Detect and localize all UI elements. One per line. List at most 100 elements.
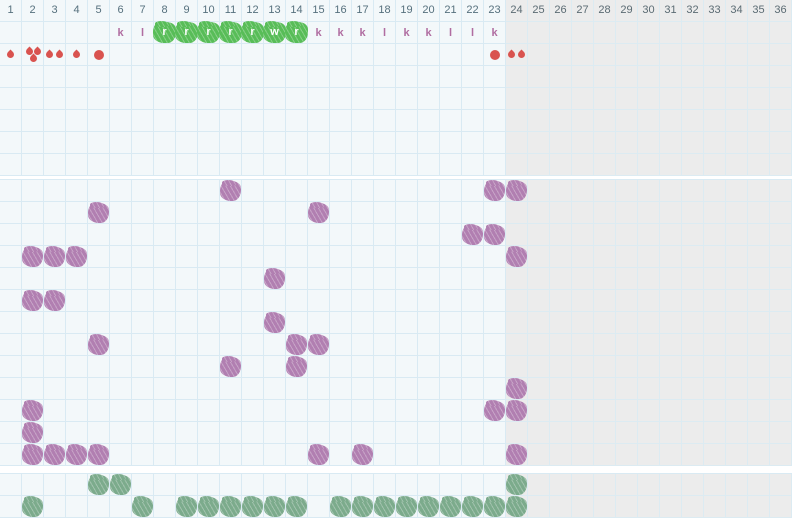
flow-cell[interactable] [110, 44, 132, 66]
symptom-cell[interactable] [198, 224, 220, 246]
symptom-cell[interactable] [484, 268, 506, 290]
symptom-cell[interactable] [220, 312, 242, 334]
daily-cell[interactable] [704, 474, 726, 496]
daily-cell[interactable] [66, 474, 88, 496]
daily-cell[interactable] [550, 496, 572, 518]
symptom-cell[interactable] [396, 290, 418, 312]
symptom-cell[interactable] [682, 268, 704, 290]
symptom-cell[interactable] [462, 334, 484, 356]
symptom-cell[interactable] [374, 356, 396, 378]
empty-cell[interactable] [528, 88, 550, 110]
empty-cell[interactable] [572, 154, 594, 176]
annotation-cell[interactable] [770, 22, 792, 44]
symptom-cell[interactable] [44, 400, 66, 422]
flow-cell[interactable] [638, 44, 660, 66]
symptom-cell[interactable] [286, 444, 308, 466]
flow-cell[interactable] [242, 44, 264, 66]
empty-cell[interactable] [286, 132, 308, 154]
symptom-cell[interactable] [616, 268, 638, 290]
symptom-cell[interactable] [286, 356, 308, 378]
daily-cell[interactable] [0, 474, 22, 496]
symptom-cell[interactable] [638, 312, 660, 334]
annotation-cell[interactable] [594, 22, 616, 44]
symptom-cell[interactable] [88, 180, 110, 202]
symptom-cell[interactable] [66, 224, 88, 246]
symptom-cell[interactable] [242, 290, 264, 312]
symptom-cell[interactable] [616, 422, 638, 444]
symptom-cell[interactable] [550, 422, 572, 444]
symptom-cell[interactable] [550, 246, 572, 268]
symptom-cell[interactable] [770, 334, 792, 356]
symptom-cell[interactable] [594, 180, 616, 202]
symptom-cell[interactable] [572, 290, 594, 312]
empty-cell[interactable] [506, 88, 528, 110]
symptom-cell[interactable] [66, 246, 88, 268]
flow-cell[interactable] [132, 44, 154, 66]
symptom-cell[interactable] [264, 224, 286, 246]
empty-cell[interactable] [462, 88, 484, 110]
annotation-cell[interactable] [0, 22, 22, 44]
annotation-cell[interactable]: l [462, 22, 484, 44]
symptom-cell[interactable] [462, 246, 484, 268]
symptom-cell[interactable] [506, 290, 528, 312]
empty-cell[interactable] [484, 110, 506, 132]
symptom-cell[interactable] [748, 180, 770, 202]
empty-cell[interactable] [352, 154, 374, 176]
empty-cell[interactable] [198, 88, 220, 110]
symptom-cell[interactable] [374, 312, 396, 334]
symptom-cell[interactable] [374, 422, 396, 444]
symptom-cell[interactable] [528, 290, 550, 312]
symptom-cell[interactable] [550, 290, 572, 312]
symptom-cell[interactable] [660, 422, 682, 444]
symptom-cell[interactable] [506, 444, 528, 466]
empty-cell[interactable] [132, 88, 154, 110]
empty-cell[interactable] [88, 66, 110, 88]
symptom-cell[interactable] [770, 444, 792, 466]
flow-cell[interactable] [550, 44, 572, 66]
empty-cell[interactable] [550, 110, 572, 132]
symptom-cell[interactable] [110, 268, 132, 290]
empty-cell[interactable] [88, 88, 110, 110]
empty-cell[interactable] [198, 132, 220, 154]
daily-cell[interactable] [594, 496, 616, 518]
symptom-cell[interactable] [594, 444, 616, 466]
daily-cell[interactable] [462, 496, 484, 518]
empty-cell[interactable] [594, 154, 616, 176]
empty-cell[interactable] [396, 110, 418, 132]
empty-cell[interactable] [242, 132, 264, 154]
flow-cell[interactable] [352, 44, 374, 66]
annotation-cell[interactable]: k [110, 22, 132, 44]
empty-cell[interactable] [286, 66, 308, 88]
empty-cell[interactable] [286, 110, 308, 132]
symptom-cell[interactable] [44, 268, 66, 290]
symptom-cell[interactable] [176, 268, 198, 290]
symptom-cell[interactable] [44, 378, 66, 400]
empty-cell[interactable] [132, 110, 154, 132]
symptom-cell[interactable] [352, 334, 374, 356]
symptom-cell[interactable] [462, 400, 484, 422]
symptom-cell[interactable] [374, 268, 396, 290]
flow-cell[interactable] [396, 44, 418, 66]
daily-cell[interactable] [484, 474, 506, 496]
empty-cell[interactable] [132, 154, 154, 176]
symptom-cell[interactable] [198, 180, 220, 202]
symptom-cell[interactable] [638, 444, 660, 466]
symptom-cell[interactable] [286, 378, 308, 400]
flow-cell[interactable] [770, 44, 792, 66]
empty-cell[interactable] [308, 132, 330, 154]
symptom-cell[interactable] [308, 202, 330, 224]
empty-cell[interactable] [748, 110, 770, 132]
annotation-cell[interactable] [550, 22, 572, 44]
empty-cell[interactable] [418, 88, 440, 110]
empty-cell[interactable] [176, 88, 198, 110]
symptom-cell[interactable] [418, 422, 440, 444]
daily-cell[interactable] [572, 474, 594, 496]
symptom-cell[interactable] [66, 400, 88, 422]
symptom-cell[interactable] [132, 422, 154, 444]
symptom-cell[interactable] [462, 356, 484, 378]
symptom-cell[interactable] [484, 202, 506, 224]
symptom-cell[interactable] [264, 356, 286, 378]
empty-cell[interactable] [638, 154, 660, 176]
daily-cell[interactable] [286, 496, 308, 518]
symptom-cell[interactable] [132, 290, 154, 312]
